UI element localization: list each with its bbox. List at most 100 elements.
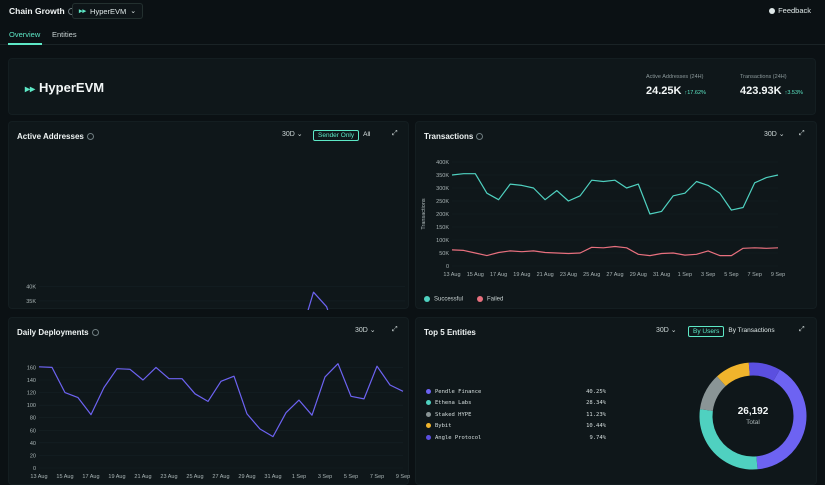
daily-deployments-chart: 0 20 40 60 80 100 120 140 160 13 Aug 15 Aug 17 Aug 1… [27,363,410,480]
legend-dot [426,411,431,417]
legend-dot [426,423,431,429]
info-icon[interactable] [86,133,94,141]
panel-title: Top 5 Entities [424,328,476,337]
toggle-sender-only[interactable]: Sender Only [313,130,360,141]
info-icon[interactable] [476,133,484,141]
y-tick-label: 40 [30,441,36,447]
toggle-by-users[interactable]: By Users [688,326,725,337]
y-tick-label: 250K [436,199,449,205]
y-tick-label: 200K [436,212,449,218]
x-tick-label: 5 Sep [344,474,358,480]
active-tab-indicator [8,43,42,45]
y-tick-label: 400K [436,160,449,166]
x-tick-label: 5 Sep [724,272,738,278]
entities-donut-chart: 26,192 Total [699,362,807,470]
tab-bar: Overview Entities [0,26,825,45]
y-tick-label: 20 [30,453,36,459]
y-tick-label: 300K [436,186,449,192]
toggle-by-transactions[interactable]: By Transactions [728,327,775,334]
x-tick-label: 13 Aug [30,474,47,480]
x-tick-label: 15 Aug [467,272,484,278]
chain-select[interactable]: ▸▸ HyperEVM ⌄ [72,3,144,19]
tab-overview[interactable]: Overview [9,30,41,39]
x-tick-label: 27 Aug [212,474,229,480]
legend-dot [426,388,431,394]
y-tick-label: 50K [439,251,449,257]
x-tick-label: 21 Aug [537,272,554,278]
donut-slice [699,362,807,470]
y-tick-label: 160 [27,365,36,371]
top-bar: Chain Growth ▸▸ HyperEVM ⌄ Feedback [0,0,825,24]
info-icon[interactable] [91,329,99,337]
series-line [451,173,779,215]
x-tick-label: 31 Aug [264,474,281,480]
donut-total-value: 26,192 [738,406,769,417]
entities-toggle: By Users By Transactions [688,326,779,337]
chain-name: ▸▸ HyperEVM [25,80,105,95]
y-tick-label: 120 [27,391,36,397]
range-select[interactable]: 30D ⌄ [282,131,303,138]
series-line [451,245,779,257]
panel-title: Active Addresses [17,132,84,141]
x-tick-label: 9 Sep [396,474,410,480]
x-tick-label: 1 Sep [292,474,306,480]
chart-legend: Successful Failed [424,296,503,303]
x-tick-label: 3 Sep [701,272,715,278]
legend-successful[interactable]: Successful [424,296,463,303]
range-select[interactable]: 30D ⌄ [355,327,376,334]
x-tick-label: 19 Aug [513,272,530,278]
x-tick-label: 15 Aug [56,474,73,480]
chat-bubble-icon [769,7,776,14]
entity-list: Pendle Finance 40.25% Ethena Labs 28.34% S… [426,386,606,444]
daily-deployments-panel: Daily Deployments 30D ⌄ ⤢ 0 20 40 60 80 100 12… [8,317,410,485]
range-select[interactable]: 30D ⌄ [656,327,677,334]
series-line [38,363,404,438]
x-tick-label: 17 Aug [82,474,99,480]
panel-title: Transactions [424,132,474,141]
legend-dot [426,400,431,406]
list-item[interactable]: Bybit 10.44% [426,421,606,433]
x-tick-label: 27 Aug [606,272,623,278]
x-tick-label: 31 Aug [653,272,670,278]
expand-icon[interactable]: ⤢ [799,130,805,137]
y-tick-label: 350K [436,173,449,179]
tab-entities[interactable]: Entities [52,30,77,39]
expand-icon[interactable]: ⤢ [392,130,398,137]
expand-icon[interactable]: ⤢ [799,326,805,333]
y-tick-label: 100 [27,403,36,409]
transactions-chart: 0 50K 100K 150K 200K 250K 300K 350K 400K 13 Aug 15… [421,160,785,278]
list-item[interactable]: Ethena Labs 28.34% [426,398,606,410]
expand-icon[interactable]: ⤢ [392,326,398,333]
legend-failed[interactable]: Failed [477,296,503,303]
x-tick-label: 7 Sep [748,272,762,278]
hyperevm-logo-icon: ▸▸ [25,84,36,95]
y-tick-label: 40K [26,284,36,290]
x-tick-label: 25 Aug [186,474,203,480]
x-tick-label: 7 Sep [370,474,384,480]
app-title: Chain Growth [9,6,75,16]
donut-slice [699,362,807,470]
top-entities-panel: Top 5 Entities 30D ⌄ By Users By Transac… [415,317,817,485]
toggle-all[interactable]: All [363,131,371,138]
sender-toggle: Sender Only All [313,130,374,141]
y-tick-label: 0 [446,264,449,270]
list-item[interactable]: Pendle Finance 40.25% [426,386,606,398]
x-tick-label: 3 Sep [318,474,332,480]
x-tick-label: 29 Aug [630,272,647,278]
donut-slice [699,362,807,470]
x-tick-label: 21 Aug [134,474,151,480]
x-tick-label: 19 Aug [108,474,125,480]
y-tick-label: 100K [436,238,449,244]
y-tick-label: 60 [30,428,36,434]
list-item[interactable]: Staked HYPE 11.23% [426,409,606,421]
legend-dot [426,434,431,440]
feedback-button[interactable]: Feedback [769,6,811,15]
panel-title: Daily Deployments [17,328,89,337]
active-addresses-panel: Active Addresses 30D ⌄ Sender Only All ⤢… [8,121,409,310]
x-tick-label: 17 Aug [490,272,507,278]
list-item[interactable]: Angle Protocol 9.74% [426,432,606,444]
range-select[interactable]: 30D ⌄ [764,131,785,138]
y-tick-label: 35K [26,299,36,305]
x-tick-label: 29 Aug [238,474,255,480]
